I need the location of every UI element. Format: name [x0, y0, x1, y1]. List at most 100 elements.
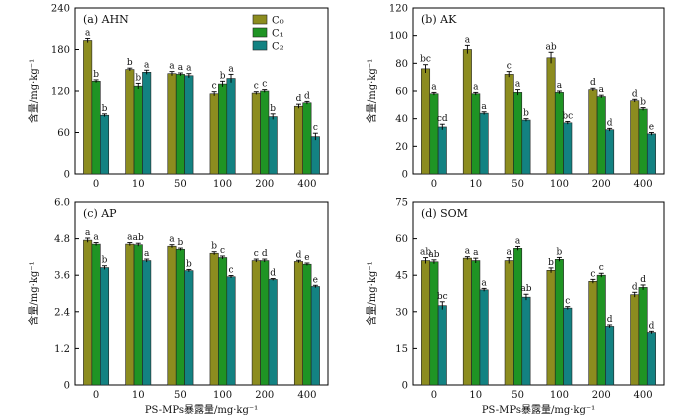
x-tick-label: 100 [550, 179, 569, 190]
bar-C₀ [504, 260, 514, 386]
y-axis-title: 含量/mg·kg⁻¹ [365, 59, 378, 123]
bar-C₁ [471, 93, 481, 175]
bar-C₂ [479, 289, 489, 386]
y-tick-label: 30 [395, 307, 408, 318]
x-tick-label: 100 [213, 179, 232, 190]
significance-label: a [178, 63, 184, 73]
bar-C₀ [588, 280, 598, 386]
bar-C₀ [546, 57, 556, 175]
plot-frame [412, 201, 665, 386]
bar-C₂ [100, 114, 110, 175]
bar-C₁ [638, 287, 648, 386]
legend-swatch [252, 40, 268, 51]
significance-label: a [85, 28, 91, 38]
significance-label: b [127, 58, 133, 68]
significance-label: a [431, 82, 437, 92]
significance-label: a [144, 60, 150, 70]
bar-C₂ [142, 72, 152, 175]
bar-C₂ [100, 267, 110, 386]
x-tick-label: 0 [431, 390, 437, 401]
bar-C₁ [260, 90, 270, 175]
y-tick-label: 1.2 [54, 344, 70, 355]
bar-C₁ [175, 248, 185, 386]
bar-C₀ [167, 73, 177, 175]
bar-C₂ [184, 270, 194, 386]
bar-C₂ [226, 276, 236, 386]
bar-C₁ [133, 85, 143, 175]
y-tick-label: 15 [395, 344, 408, 355]
significance-label: c [507, 62, 512, 72]
bar-C₁ [91, 81, 101, 175]
significance-label: b [135, 73, 141, 83]
legend: C₀ C₁ C₂ [252, 14, 284, 53]
significance-label: a [169, 235, 175, 245]
bar-C₁ [175, 74, 185, 175]
significance-label: b [186, 259, 192, 269]
bar-C₀ [293, 261, 303, 386]
panel-title: (d) SOM [421, 207, 468, 220]
panel-title: (a) AHN [83, 13, 129, 26]
bar-C₁ [260, 260, 270, 386]
significance-label: ab [420, 248, 431, 258]
x-tick-label: 200 [255, 179, 274, 190]
y-tick-label: 0 [64, 170, 70, 181]
significance-label: d [296, 94, 302, 104]
x-tick-label: 0 [93, 390, 99, 401]
bar-C₀ [209, 252, 219, 386]
significance-label: ab [545, 42, 556, 52]
bar-C₁ [302, 102, 312, 175]
significance-label: c [212, 82, 217, 92]
x-tick-label: 100 [550, 390, 569, 401]
bar-C₀ [462, 257, 472, 386]
bar-C₁ [429, 93, 439, 175]
y-tick-label: 100 [389, 31, 408, 42]
significance-label: d [607, 118, 613, 128]
bar-C₀ [83, 40, 93, 175]
x-tick-label: 400 [634, 390, 653, 401]
bar-C₀ [209, 93, 219, 175]
significance-label: d [640, 275, 646, 285]
legend-label: C₀ [272, 16, 284, 27]
significance-label: c [220, 246, 225, 256]
bar-C₂ [646, 133, 656, 175]
bar-C₁ [596, 96, 606, 175]
bar-C₁ [596, 274, 606, 386]
significance-label: c [254, 82, 259, 92]
significance-label: d [304, 91, 310, 101]
bar-C₀ [251, 260, 261, 386]
significance-label: ab [520, 284, 531, 294]
y-tick-label: 120 [389, 4, 408, 15]
y-tick-label: 0 [402, 381, 408, 392]
x-tick-label: 10 [469, 390, 482, 401]
bar-C₂ [563, 122, 573, 175]
significance-label: cd [437, 114, 448, 124]
bar-C₂ [563, 307, 573, 386]
significance-label: c [565, 297, 570, 307]
bar-C₂ [268, 116, 278, 175]
bar-C₂ [521, 296, 531, 386]
x-tick-label: 400 [297, 390, 316, 401]
y-tick-label: 3.6 [54, 271, 70, 282]
bar-C₂ [310, 286, 320, 386]
significance-label: a [465, 35, 471, 45]
panel-title: (b) AK [421, 13, 457, 26]
legend-label: C₁ [272, 29, 284, 40]
bar-C₂ [184, 75, 194, 175]
plot-frame [412, 7, 665, 175]
plot-frame [74, 201, 329, 386]
significance-label: b [270, 104, 276, 114]
x-tick-label: 0 [431, 179, 437, 190]
significance-label: b [211, 242, 217, 252]
significance-label: c [590, 269, 595, 279]
bar-C₀ [630, 294, 640, 386]
significance-label: c [228, 266, 233, 276]
significance-label: d [632, 282, 638, 292]
y-tick-label: 0 [402, 170, 408, 181]
legend-swatch [252, 27, 268, 38]
y-axis-title: 含量/mg·kg⁻¹ [27, 261, 40, 325]
bar-C₂ [646, 332, 656, 386]
significance-label: a [85, 228, 91, 238]
significance-label: b [102, 104, 108, 114]
bar-C₀ [125, 243, 135, 386]
y-axis-title: 含量/mg·kg⁻¹ [365, 261, 378, 325]
